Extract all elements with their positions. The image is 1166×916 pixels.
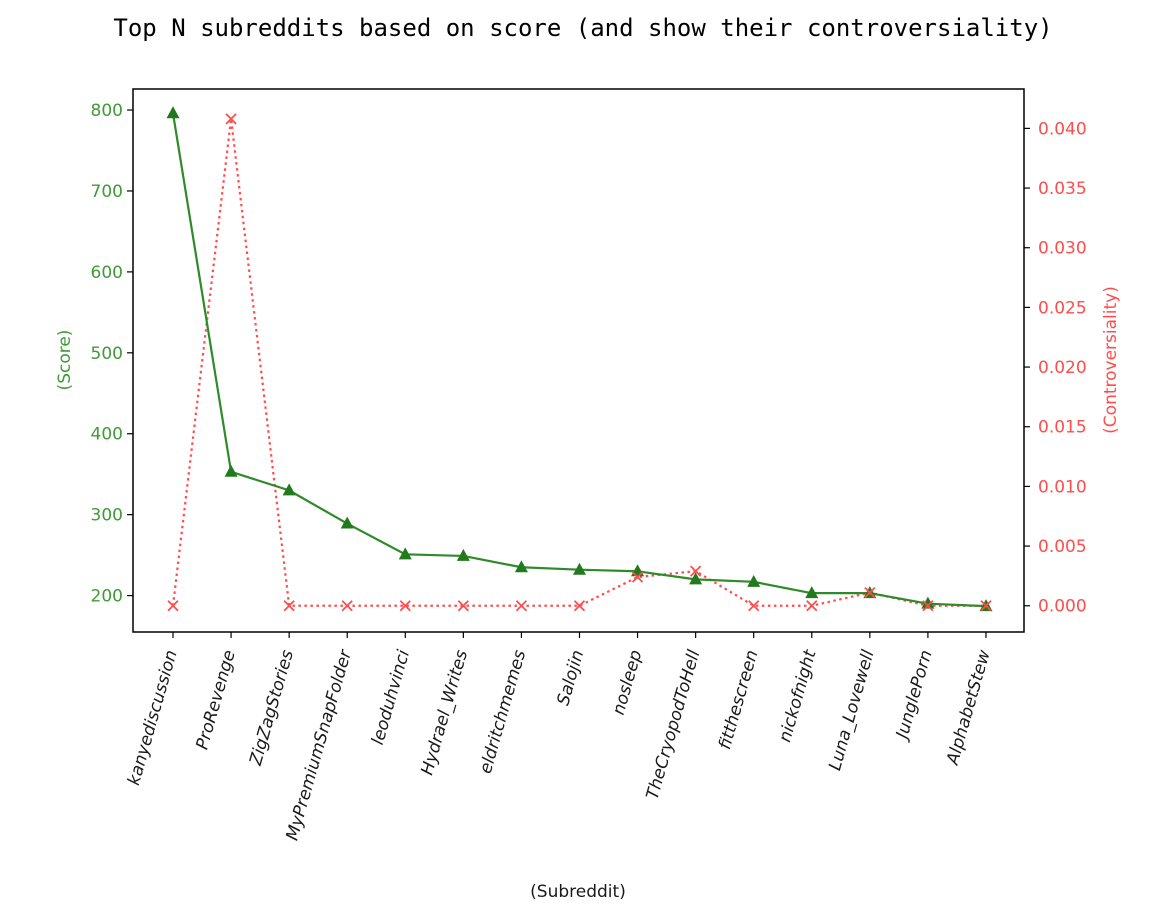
controversiality-point (748, 600, 760, 612)
x-tick-label: eldritchmemes (476, 648, 530, 776)
right-axis: 0.000 0.005 0.010 0.015 0.020 0.025 0.030 0.035… (1024, 119, 1087, 617)
score-point (398, 547, 412, 560)
x-tick-label: nickofnight (775, 647, 821, 745)
x-tick-label: kanyediscussion (124, 648, 182, 788)
x-tick-label: Salojin (553, 648, 588, 708)
x-tick-label: AlphabetStew (943, 648, 995, 768)
controversiality-point (631, 571, 644, 583)
series-layer (166, 106, 993, 612)
y-axis-label-left: (Score) (55, 330, 75, 391)
left-axis: 200 300 400 500 600 700 800 (91, 101, 133, 607)
x-axis-label: (Subreddit) (530, 882, 626, 902)
x-tick-label: MyPremiumSnapFolder (282, 647, 356, 843)
controversiality-point (457, 600, 469, 612)
right-tick-label: 0.025 (1038, 298, 1087, 318)
score-point (282, 483, 296, 496)
left-tick-label: 600 (91, 263, 123, 283)
chart-title: Top N subreddits based on score (and sho… (113, 14, 1052, 42)
left-tick-label: 200 (91, 587, 123, 607)
right-tick-label: 0.030 (1038, 239, 1087, 259)
score-point (689, 572, 703, 585)
right-tick-label: 0.035 (1038, 179, 1087, 199)
left-tick-label: 800 (91, 101, 123, 121)
x-tick-label: TheCryopodToHell (643, 648, 705, 802)
right-tick-label: 0.020 (1038, 358, 1087, 378)
score-point (166, 106, 180, 119)
x-tick-label: ProRevenge (192, 648, 239, 752)
y-axis-label-right: (Controversiality) (1101, 286, 1121, 434)
plot-frame (132, 88, 1025, 633)
score-point (224, 464, 238, 477)
score-line (171, 113, 987, 608)
controversiality-point (341, 600, 353, 612)
x-tick-label: leoduhvinci (368, 648, 414, 748)
score-point (747, 574, 761, 587)
controversiality-point (864, 586, 876, 599)
left-tick-label: 400 (91, 425, 123, 445)
x-axis: kanyediscussion ProRevenge ZigZagStoriesMy… (124, 632, 995, 843)
controversiality-point (225, 113, 237, 125)
controversiality-point (980, 600, 992, 612)
left-tick-label: 700 (91, 182, 123, 202)
left-tick-label: 300 (91, 506, 123, 526)
controversiality-point (573, 600, 586, 612)
score-point (921, 596, 935, 609)
right-tick-label: 0.005 (1038, 537, 1087, 557)
right-tick-label: 0.000 (1038, 597, 1087, 617)
x-tick-label: ZigZagStories (246, 648, 298, 769)
controversiality-point (399, 600, 411, 612)
x-tick-label: fitthescreen (715, 648, 762, 752)
controversiality-line (171, 118, 986, 607)
score-point (805, 586, 819, 599)
right-tick-label: 0.015 (1038, 418, 1087, 438)
score-point (514, 560, 528, 573)
right-tick-label: 0.010 (1038, 477, 1087, 497)
controversiality-point (689, 565, 702, 577)
controversiality-point (515, 600, 528, 612)
x-tick-label: nosleep (609, 648, 647, 718)
score-point (456, 548, 470, 561)
x-tick-label: JunglePorn (892, 648, 937, 744)
x-tick-label: Luna_Lovewell (825, 648, 879, 773)
controversiality-point (806, 600, 818, 612)
right-tick-label: 0.040 (1038, 119, 1087, 139)
x-tick-label: Hydrael_Writes (417, 648, 472, 778)
score-point (572, 562, 586, 575)
score-point (340, 516, 354, 529)
controversiality-point (922, 600, 934, 612)
controversiality-point (283, 600, 295, 612)
controversiality-point (167, 600, 179, 612)
left-tick-label: 500 (91, 344, 123, 364)
